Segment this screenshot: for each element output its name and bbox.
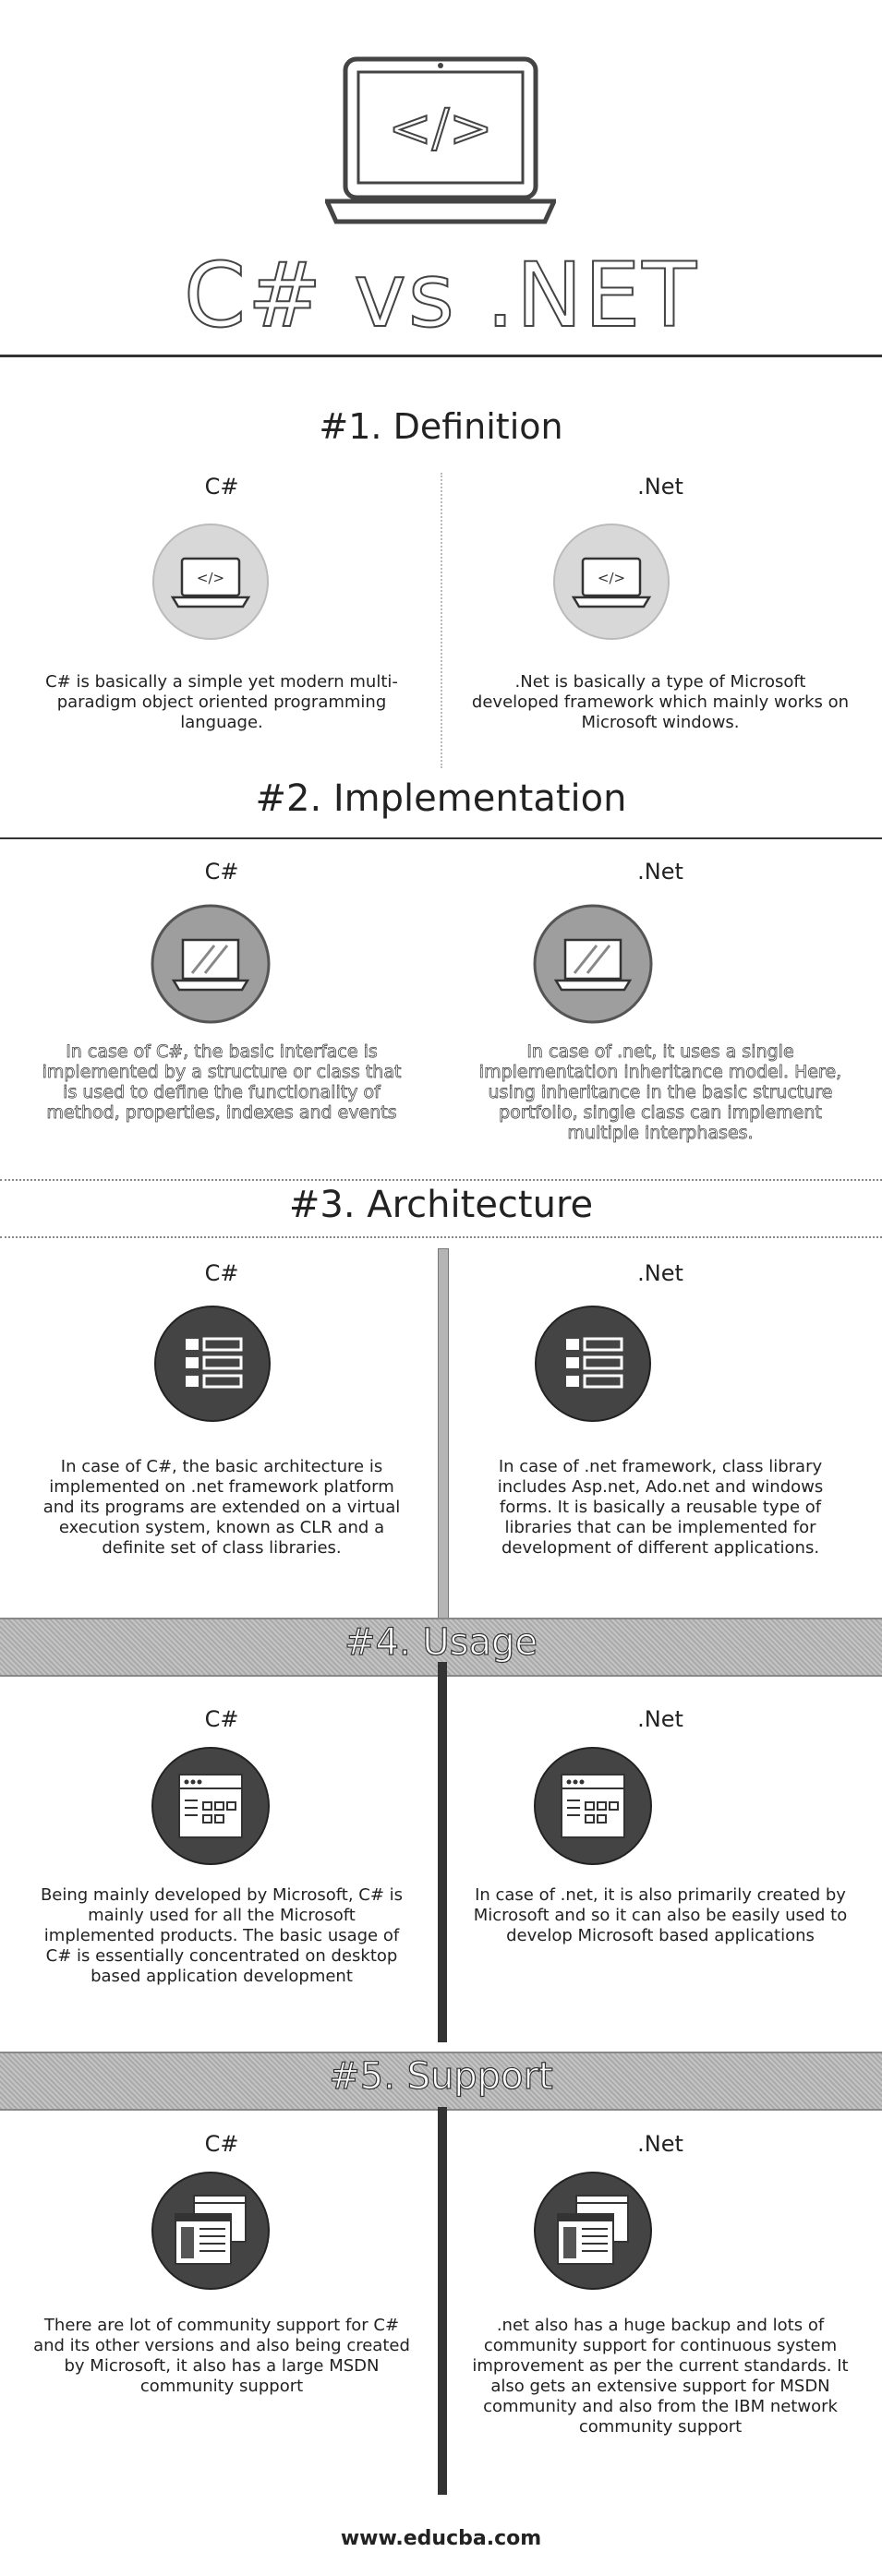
section-title-usage: #4. Usage — [344, 1620, 538, 1664]
implementation-right-column: .Net — [462, 859, 859, 885]
footer-website[interactable]: www.educba.com — [340, 2527, 542, 2550]
laptop-circle-icon: </> — [553, 524, 670, 640]
support-divider — [438, 2107, 447, 2495]
usage-right-label: .Net — [637, 1706, 683, 1732]
browser-windows-icon — [151, 2172, 270, 2290]
definition-left-text: C# is basically a simple yet modern mult… — [45, 672, 398, 732]
implementation-right-text-wrap: In case of .net, it uses a single implem… — [462, 1041, 859, 1144]
usage-left-label: C# — [204, 1706, 239, 1732]
usage-right-column: .Net — [462, 1706, 859, 1732]
usage-divider — [438, 1662, 447, 2042]
svg-text:</>: </> — [598, 570, 625, 586]
architecture-left-text-wrap: In case of C#, the basic architecture is… — [23, 1457, 420, 1559]
header-divider — [0, 355, 882, 357]
usage-left-column: C# — [23, 1706, 420, 1732]
implementation-left-column: C# — [23, 859, 420, 885]
list-icon — [535, 1306, 651, 1422]
usage-left-text: Being mainly developed by Microsoft, C# … — [40, 1885, 404, 1986]
laptop-circle-icon — [533, 904, 653, 1024]
page-title: C# vs .NET — [183, 244, 698, 347]
usage-right-text-wrap: In case of .net, it is also primarily cr… — [462, 1885, 859, 1946]
support-left-column: C# — [23, 2131, 420, 2157]
implementation-left-text-wrap: In case of C#, the basic interface is im… — [23, 1041, 420, 1124]
section-title-support: #5. Support — [329, 2054, 554, 2098]
section-title-architecture: #3. Architecture — [288, 1184, 594, 1226]
list-icon — [154, 1306, 271, 1422]
architecture-right-text: In case of .net framework, class library… — [497, 1457, 824, 1558]
laptop-code-icon: </> — [325, 56, 556, 224]
architecture-left-label: C# — [204, 1260, 239, 1286]
implementation-left-text: In case of C#, the basic interface is im… — [42, 1041, 402, 1124]
header: </> C# vs .NET — [0, 0, 882, 379]
support-right-column: .Net — [462, 2131, 859, 2157]
implementation-rule — [0, 837, 882, 839]
usage-left-text-wrap: Being mainly developed by Microsoft, C# … — [23, 1885, 420, 1987]
section-title-definition: #1. Definition — [319, 406, 563, 447]
laptop-circle-icon — [151, 904, 271, 1024]
architecture-divider — [438, 1248, 449, 1619]
svg-text:</>: </> — [197, 570, 224, 586]
usage-right-text: In case of .net, it is also primarily cr… — [473, 1885, 848, 1945]
support-left-text: There are lot of community support for C… — [33, 2316, 410, 2396]
support-right-label: .Net — [637, 2131, 683, 2157]
architecture-right-text-wrap: In case of .net framework, class library… — [462, 1457, 859, 1559]
definition-left-column: C# — [23, 474, 420, 500]
support-left-label: C# — [204, 2131, 239, 2157]
definition-left-label: C# — [204, 474, 239, 500]
support-left-text-wrap: There are lot of community support for C… — [23, 2316, 420, 2397]
app-window-icon — [151, 1747, 270, 1865]
definition-right-text-wrap: .Net is basically a type of Microsoft de… — [462, 672, 859, 733]
architecture-right-label: .Net — [637, 1260, 683, 1286]
architecture-left-text: In case of C#, the basic architecture is… — [42, 1457, 401, 1558]
definition-right-text: .Net is basically a type of Microsoft de… — [471, 672, 850, 732]
app-window-icon — [534, 1747, 652, 1865]
support-right-text: .net also has a huge backup and lots of … — [472, 2316, 849, 2437]
browser-windows-icon — [534, 2172, 652, 2290]
support-right-text-wrap: .net also has a huge backup and lots of … — [462, 2316, 859, 2438]
definition-divider — [441, 473, 442, 768]
architecture-left-column: C# — [23, 1260, 420, 1286]
section-title-implementation: #2. Implementation — [255, 777, 627, 820]
definition-right-column: .Net — [462, 474, 859, 500]
architecture-right-column: .Net — [462, 1260, 859, 1286]
implementation-right-text: In case of .net, it uses a single implem… — [478, 1041, 842, 1144]
architecture-band — [0, 1179, 882, 1238]
definition-right-label: .Net — [637, 474, 683, 500]
svg-text:</>: </> — [389, 99, 493, 159]
definition-left-text-wrap: C# is basically a simple yet modern mult… — [23, 672, 420, 733]
implementation-left-label: C# — [204, 859, 239, 885]
laptop-circle-icon: </> — [152, 524, 269, 640]
implementation-right-label: .Net — [637, 859, 683, 885]
